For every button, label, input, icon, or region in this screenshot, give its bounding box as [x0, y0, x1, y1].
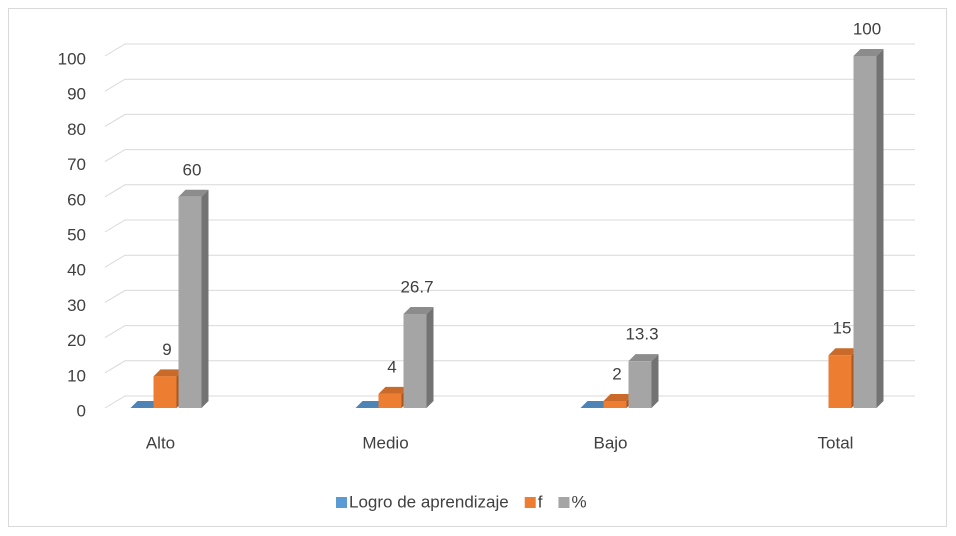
bar-top	[130, 401, 161, 408]
data-label: 26.7	[400, 278, 433, 297]
bar-top	[628, 354, 659, 362]
y-tick-label: 20	[67, 331, 86, 350]
y-tick-label: 80	[67, 120, 86, 139]
grid-line	[104, 184, 915, 198]
chart-border	[8, 8, 947, 527]
y-tick-label: 0	[77, 401, 86, 420]
bar-top	[828, 348, 859, 356]
data-label: 4	[387, 357, 396, 376]
bar-side	[651, 354, 659, 408]
bar	[153, 369, 184, 408]
legend-swatch	[524, 497, 536, 508]
bar-front	[628, 361, 652, 408]
bar-top	[378, 386, 409, 394]
x-tick-label: Medio	[362, 433, 408, 452]
grid-line	[104, 149, 915, 163]
data-label: 15	[833, 319, 852, 338]
bar	[130, 401, 161, 408]
bar	[178, 189, 209, 408]
legend-swatch	[336, 497, 347, 508]
grid-line	[104, 289, 915, 303]
grid-line	[104, 325, 915, 339]
bar-side	[876, 49, 884, 408]
bar	[628, 354, 659, 408]
bar-front	[178, 196, 202, 408]
bar-front	[828, 355, 852, 408]
bar-front	[153, 376, 177, 408]
y-tick-label: 10	[67, 366, 86, 385]
legend-label: Logro de aprendizaje	[349, 492, 509, 511]
data-label: 13.3	[625, 325, 658, 344]
grid-line	[104, 254, 915, 268]
bar	[355, 401, 386, 408]
grid-line	[104, 78, 915, 92]
bar	[580, 401, 611, 408]
bar-front	[403, 314, 427, 408]
data-label: 60	[183, 160, 202, 179]
y-tick-label: 70	[67, 155, 86, 174]
legend-label: %	[571, 492, 586, 511]
y-tick-label: 50	[67, 225, 86, 244]
bar-top	[580, 401, 611, 408]
data-label: 100	[853, 19, 881, 38]
bar-side	[201, 189, 209, 408]
bar-side	[426, 307, 434, 408]
bar-top	[153, 369, 184, 377]
data-label: 2	[612, 364, 621, 383]
legend-label: f	[538, 492, 543, 511]
bar-top	[603, 393, 634, 401]
x-tick-label: Alto	[146, 433, 175, 452]
data-label: 9	[162, 340, 171, 359]
y-tick-label: 60	[67, 190, 86, 209]
legend-swatch	[558, 497, 570, 508]
bar-front	[378, 393, 402, 408]
y-tick-label: 90	[67, 85, 86, 104]
bar-top	[355, 401, 386, 408]
bar-top	[853, 49, 884, 56]
bar-top	[403, 307, 434, 315]
x-tick-label: Bajo	[593, 433, 627, 452]
grid-line	[104, 43, 915, 57]
y-tick-label: 40	[67, 261, 86, 280]
bar-top	[178, 189, 209, 197]
grid-line	[104, 113, 915, 127]
y-tick-label: 30	[67, 296, 86, 315]
bar	[403, 307, 434, 408]
x-tick-label: Total	[818, 433, 854, 452]
grid-line	[104, 219, 915, 233]
bar-front	[853, 56, 877, 408]
y-tick-label: 100	[58, 49, 86, 68]
bar-front	[603, 400, 627, 408]
bar	[853, 49, 884, 408]
